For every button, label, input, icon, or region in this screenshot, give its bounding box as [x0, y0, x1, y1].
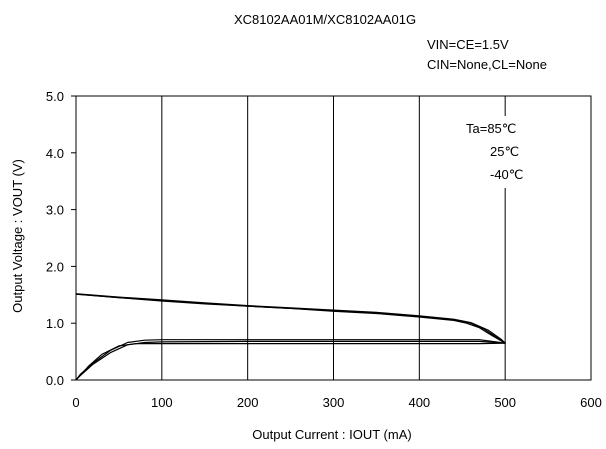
legend-item-minus40c: -40℃: [490, 167, 523, 182]
condition-cin: CIN=None,CL=None: [427, 57, 547, 72]
y-tick-label: 4.0: [46, 146, 64, 161]
x-tick-label: 500: [494, 395, 516, 410]
chart-title: XC8102AA01M/XC8102AA01G: [234, 12, 416, 27]
y-tick-label: 1.0: [46, 316, 64, 331]
y-tick-label: 5.0: [46, 89, 64, 104]
series-line-2: [75, 293, 506, 381]
axes: 0 100 200 300 400 500 600 0.0 1.0 2.0 3.0 4.0 5.0: [46, 89, 602, 410]
legend-item-85c: Ta=85℃: [466, 121, 516, 136]
series-group: [75, 293, 506, 381]
series-line-1: [75, 293, 506, 381]
y-axis-label: Output Voltage : VOUT (V): [10, 159, 25, 313]
legend-background: [452, 116, 562, 188]
x-tick-label: 600: [580, 395, 602, 410]
legend-item-25c: 25℃: [490, 144, 519, 159]
x-tick-label: 100: [151, 395, 173, 410]
series-line-3: [75, 293, 506, 381]
condition-vin: VIN=CE=1.5V: [427, 37, 509, 52]
x-tick-label: 400: [408, 395, 430, 410]
legend: Ta=85℃ 25℃ -40℃: [452, 116, 562, 188]
x-tick-label: 0: [72, 395, 79, 410]
plot-frame: [75, 95, 592, 381]
x-axis-label: Output Current : IOUT (mA): [252, 427, 411, 442]
x-tick-label: 300: [323, 395, 345, 410]
y-tick-label: 2.0: [46, 259, 64, 274]
y-tick-label: 0.0: [46, 373, 64, 388]
x-tick-label: 200: [237, 395, 259, 410]
y-tick-label: 3.0: [46, 203, 64, 218]
